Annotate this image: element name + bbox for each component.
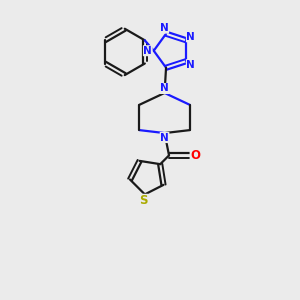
Text: N: N: [143, 46, 152, 56]
Text: N: N: [160, 133, 169, 142]
Text: S: S: [140, 194, 148, 207]
Text: O: O: [190, 149, 200, 162]
Text: N: N: [186, 32, 195, 42]
Text: N: N: [160, 23, 169, 33]
Text: N: N: [186, 60, 195, 70]
Text: N: N: [160, 83, 169, 94]
